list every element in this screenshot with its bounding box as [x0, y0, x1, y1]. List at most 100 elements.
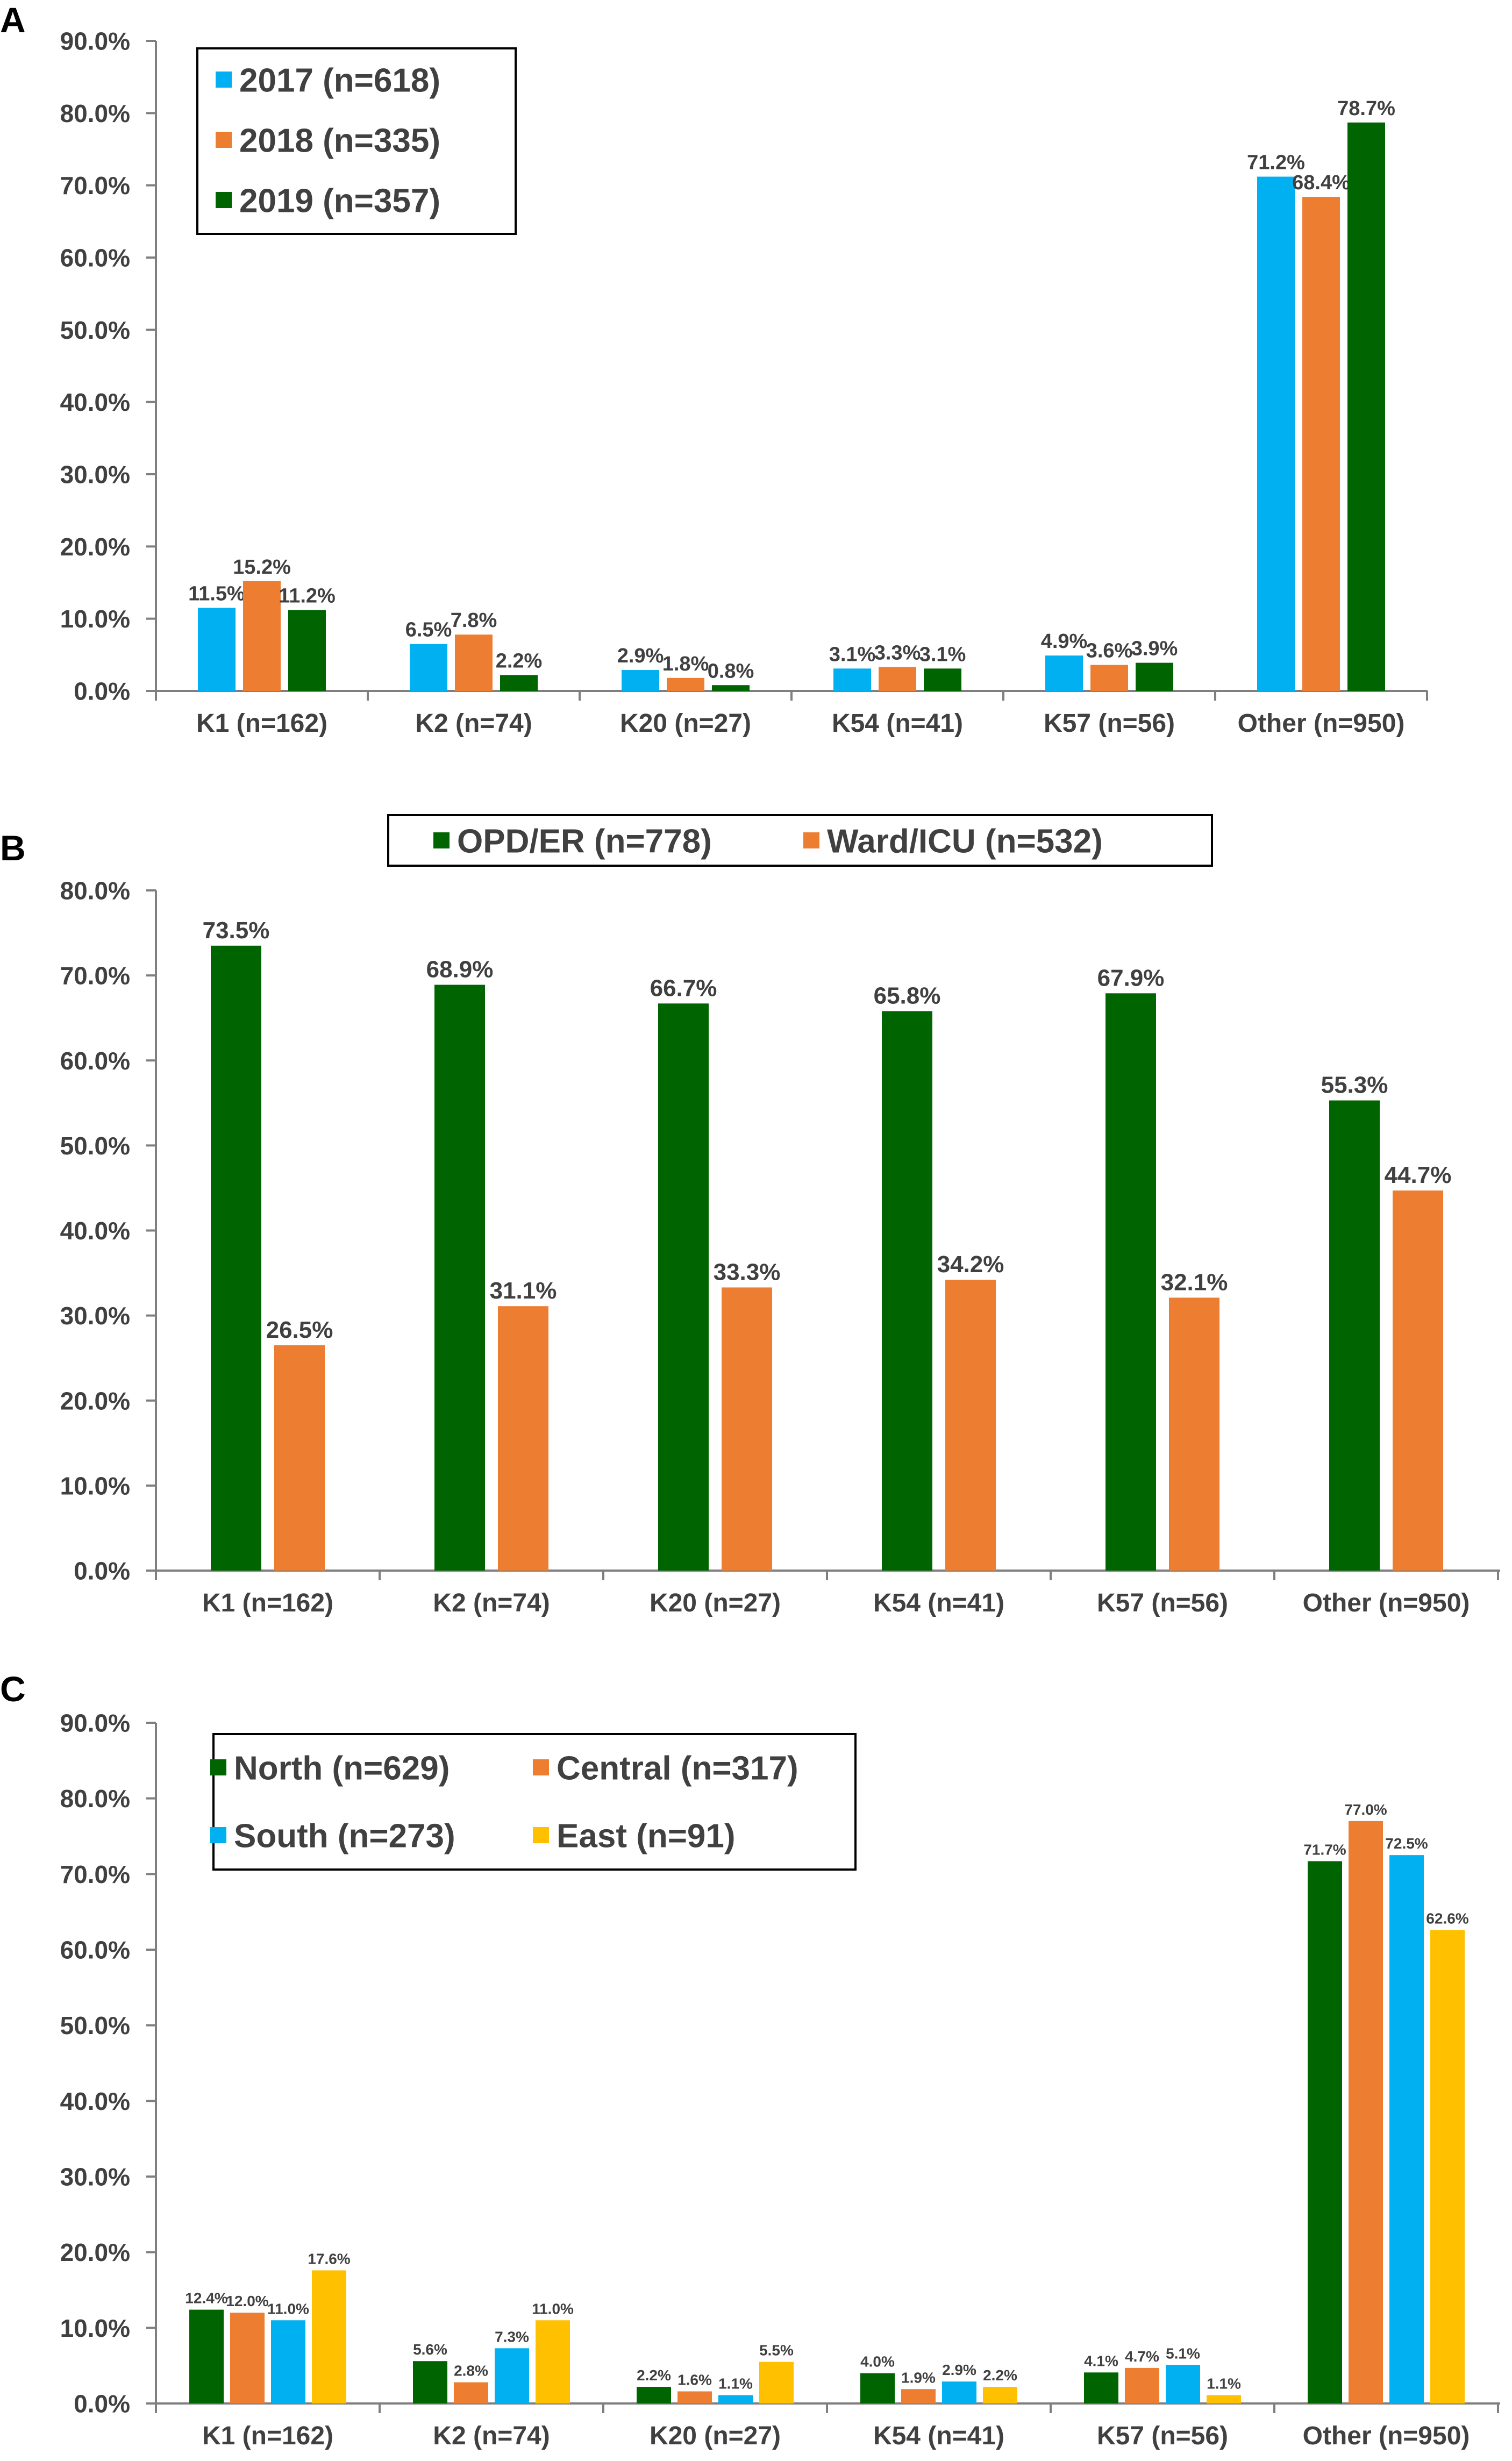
panel-letter-b: B: [0, 828, 26, 868]
bar: [945, 1280, 996, 1571]
data-label: 1.1%: [1207, 2376, 1241, 2392]
bar: [1257, 176, 1295, 691]
x-category-label: K2 (n=74): [433, 2422, 550, 2450]
bar: [288, 610, 326, 691]
y-tick-label: 0.0%: [74, 2390, 130, 2418]
y-tick-label: 50.0%: [60, 1132, 130, 1160]
legend-box: [387, 814, 1213, 867]
bar: [434, 985, 485, 1571]
y-tick-label: 40.0%: [60, 388, 130, 416]
y-tick-label: 60.0%: [60, 1936, 130, 1964]
bar: [1045, 655, 1083, 691]
legend-label: East (n=91): [557, 1817, 736, 1854]
data-label: 2.8%: [454, 2363, 488, 2379]
bar: [942, 2381, 976, 2403]
y-tick-label: 10.0%: [60, 2314, 130, 2342]
panel-letter-c: C: [0, 1669, 26, 1709]
legend-label: 2019 (n=357): [239, 182, 440, 219]
data-label: 4.1%: [1084, 2352, 1118, 2369]
data-label: 1.1%: [718, 2376, 753, 2392]
data-label: 2.2%: [983, 2367, 1017, 2384]
data-label: 66.7%: [650, 975, 717, 1001]
legend-swatch: [216, 72, 232, 88]
bar: [413, 2361, 447, 2403]
x-category-label: K1 (n=162): [202, 1589, 333, 1617]
bar: [667, 677, 704, 691]
legend-label: Central (n=317): [557, 1750, 798, 1787]
x-category-label: K20 (n=27): [650, 1589, 781, 1617]
bar: [189, 2309, 224, 2403]
data-label: 33.3%: [714, 1259, 781, 1285]
y-tick-label: 0.0%: [74, 1557, 130, 1585]
data-label: 2.9%: [617, 645, 664, 667]
legend-swatch: [216, 132, 232, 148]
bar: [1207, 2395, 1241, 2403]
y-tick-label: 30.0%: [60, 1302, 130, 1330]
bar: [722, 1287, 772, 1571]
bar: [658, 1003, 709, 1571]
bar: [312, 2270, 346, 2403]
data-label: 73.5%: [203, 917, 270, 944]
x-category-label: K57 (n=56): [1044, 709, 1175, 738]
data-label: 7.3%: [495, 2328, 529, 2345]
data-label: 65.8%: [874, 983, 941, 1009]
data-label: 67.9%: [1097, 965, 1165, 991]
bar: [211, 945, 261, 1571]
bar: [1106, 993, 1156, 1571]
legend-swatch: [803, 832, 819, 848]
x-category-label: K1 (n=162): [196, 709, 327, 738]
bar: [712, 685, 750, 691]
panel-c: C 0.0% 10.0% 20.0% 30.0% 40.0% 50.0% 60.0% 70.0%…: [0, 1669, 1500, 2450]
bar: [230, 2313, 265, 2403]
data-label: 31.1%: [490, 1278, 557, 1304]
x-category-label: K57 (n=56): [1097, 1589, 1228, 1617]
y-tick-label: 10.0%: [60, 1472, 130, 1500]
y-tick-label: 30.0%: [60, 461, 130, 489]
y-tick-label: 20.0%: [60, 2238, 130, 2266]
data-label: 3.9%: [1131, 638, 1178, 660]
data-label: 55.3%: [1321, 1072, 1388, 1098]
legend-swatch: [533, 1759, 549, 1775]
data-label: 11.0%: [267, 2300, 309, 2317]
data-label: 34.2%: [937, 1251, 1004, 1278]
legend-box: [212, 1733, 857, 1871]
bar: [454, 2382, 488, 2403]
bar: [271, 2320, 305, 2403]
data-label: 2.2%: [496, 650, 543, 672]
x-category-label: Other (n=950): [1303, 1589, 1470, 1617]
x-category-label: K20 (n=27): [650, 2422, 781, 2450]
bar: [718, 2395, 753, 2403]
bar: [901, 2389, 936, 2403]
legend-label: OPD/ER (n=778): [457, 823, 712, 860]
panel-a: A 0.0% 10.0% 20.0% 30.0% 40.0% 50.0% 60.0% 70.0%…: [0, 0, 1428, 738]
x-category-label: K54 (n=41): [832, 709, 963, 738]
bar: [924, 668, 961, 691]
data-label: 6.5%: [405, 619, 452, 641]
data-label: 3.1%: [829, 643, 876, 666]
data-label: 11.5%: [188, 583, 245, 605]
y-tick-label: 50.0%: [60, 316, 130, 344]
panel-b: B 0.0% 10.0% 20.0% 30.0% 40.0% 50.0% 60.0% 70.0%…: [0, 814, 1500, 1617]
y-tick-label: 20.0%: [60, 533, 130, 561]
data-label: 26.5%: [266, 1317, 333, 1343]
bar: [1169, 1297, 1219, 1571]
y-tick-label: 80.0%: [60, 99, 130, 127]
panel-letter-a: A: [0, 0, 26, 40]
data-label: 5.1%: [1166, 2345, 1200, 2362]
y-tick-label: 90.0%: [60, 27, 130, 55]
y-tick-label: 90.0%: [60, 1709, 130, 1737]
data-label: 4.7%: [1125, 2348, 1159, 2365]
bar: [882, 1011, 932, 1571]
bar: [1347, 122, 1385, 691]
bar: [455, 634, 493, 691]
data-label: 0.8%: [708, 660, 754, 682]
data-label: 12.4%: [185, 2290, 227, 2307]
x-category-label: Other (n=950): [1303, 2422, 1470, 2450]
bar: [983, 2387, 1017, 2403]
bar: [677, 2391, 712, 2403]
legend-label: 2017 (n=618): [239, 62, 440, 99]
bar: [495, 2348, 529, 2403]
data-label: 71.7%: [1303, 1841, 1346, 1858]
bar: [1329, 1100, 1380, 1571]
